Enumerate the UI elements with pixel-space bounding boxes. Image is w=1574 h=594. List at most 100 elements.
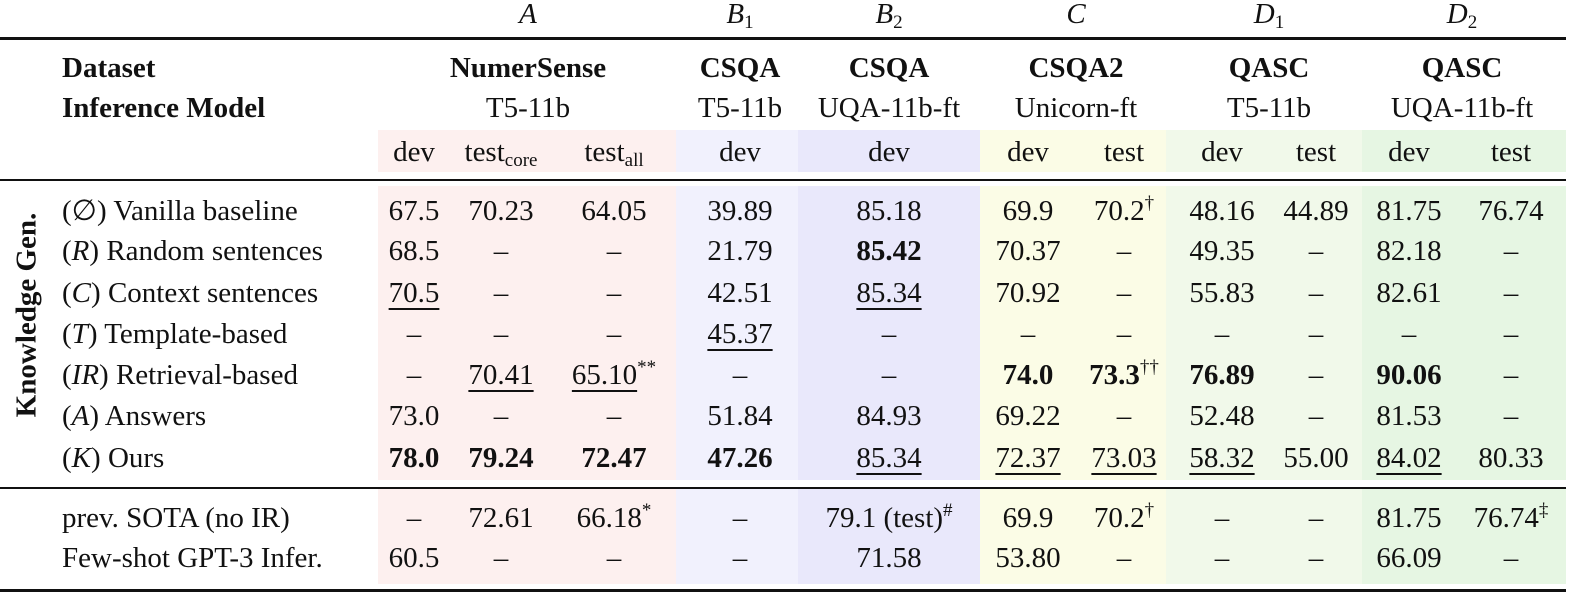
cell-value: – [493,277,509,309]
table-cell: 60.5 [389,542,440,574]
table-cell: – [407,359,422,391]
table-cell: 81.75 [1376,502,1441,534]
split-label: dev [868,136,910,168]
inference-model-name: UQA-11b-ft [1390,92,1534,124]
cell-value: 85.34 [856,277,922,309]
table-row-label: (IR) Retrieval-based [62,359,298,391]
cell-value: 71.58 [856,542,922,574]
cell-value: – [1116,277,1132,309]
split-label: dev [719,136,761,168]
horizontal-rule [0,37,1566,40]
cell-value: 66.18 [576,502,642,534]
table-cell: 48.16 [1189,195,1254,227]
group-shade-b2 [798,130,980,172]
group-shade-c [980,487,1166,584]
group-shade-b2 [798,487,980,584]
cell-value: – [1308,542,1324,574]
table-cell: 68.5 [389,235,440,267]
group-shade-a [378,487,676,584]
cell-value: 85.18 [856,195,922,227]
table-cell: 65.10** [571,358,656,391]
split-label: test [1490,136,1532,168]
cell-value: 64.05 [581,195,647,227]
table-cell: – [882,318,897,350]
cell-value: 79.1 (test) [825,502,944,534]
cell-footnote-mark: † [1144,500,1155,521]
split-label: dev [1388,136,1430,168]
cell-value: 82.61 [1376,277,1442,309]
group-letter: B2 [875,0,902,32]
cell-value: – [1308,318,1324,350]
table-cell: – [1021,318,1036,350]
cell-value: 48.16 [1189,195,1255,227]
cell-value: 65.10 [571,359,638,391]
table-cell: – [1309,542,1324,574]
table-cell: – [494,277,509,309]
group-letter-subscript: 2 [1467,12,1478,33]
cell-value: – [606,235,622,267]
table-cell: 73.0 [389,400,440,432]
table-cell: – [1117,277,1132,309]
group-shade-b2 [798,186,980,480]
method-symbol: T [71,318,88,350]
cell-value: 45.37 [707,318,773,350]
dataset-name: CSQA [848,52,930,84]
table-cell: 44.89 [1283,195,1348,227]
split-subscript: core [504,150,538,171]
cell-value: 49.35 [1189,235,1255,267]
table-cell: 70.23 [468,195,533,227]
table-row-label: (T) Template-based [62,318,288,350]
table-cell: – [1504,235,1519,267]
table-cell: – [607,318,622,350]
table-cell: 70.2† [1094,500,1155,534]
cell-value: 70.23 [468,195,534,227]
cell-value: – [1401,318,1417,350]
cell-value: 78.0 [388,442,440,474]
table-cell: – [1117,542,1132,574]
group-letter-text: B [726,0,745,30]
table-cell: – [1402,318,1417,350]
cell-value: – [1214,318,1230,350]
section-label-knowledge-gen: Knowledge Gen. [10,212,43,418]
table-cell: – [1309,400,1324,432]
table-cell: 55.83 [1189,277,1254,309]
cell-value: – [1308,359,1324,391]
table-cell: 81.53 [1376,400,1441,432]
cell-value: 60.5 [388,542,440,574]
table-cell: – [1309,235,1324,267]
cell-value: – [493,318,509,350]
cell-value: – [1214,542,1230,574]
horizontal-rule [0,487,1566,489]
cell-value: – [493,400,509,432]
cell-value: 70.37 [995,235,1061,267]
cell-value: – [1503,400,1519,432]
group-letter: A [519,0,537,30]
group-letter-text: D [1253,0,1275,30]
cell-value: 55.83 [1189,277,1255,309]
cell-value: 81.53 [1376,400,1442,432]
table-cell: – [1117,235,1132,267]
group-letter-subscript: 1 [1274,12,1285,33]
group-shade-a [378,130,676,172]
cell-value: 72.37 [995,442,1061,474]
group-letter-subscript: 1 [744,12,754,33]
cell-value: – [406,502,422,534]
table-cell: 70.92 [995,277,1060,309]
method-name: Retrieval-based [115,359,298,391]
method-symbol: C [71,277,92,309]
group-shade-b1 [676,186,798,480]
cell-value: – [1308,277,1324,309]
cell-value: 82.18 [1376,235,1442,267]
cell-value: – [881,318,897,350]
inference-model-name: T5-11b [697,92,783,124]
table-cell: – [494,542,509,574]
table-cell: 84.02 [1376,442,1441,474]
group-shade-a [378,186,676,480]
cell-value: – [1308,502,1324,534]
cell-value: 76.89 [1189,359,1255,391]
table-cell: 82.61 [1376,277,1441,309]
cell-value: – [1116,235,1132,267]
horizontal-rule [0,589,1566,592]
cell-value: 39.89 [707,195,773,227]
cell-value: – [1308,400,1324,432]
